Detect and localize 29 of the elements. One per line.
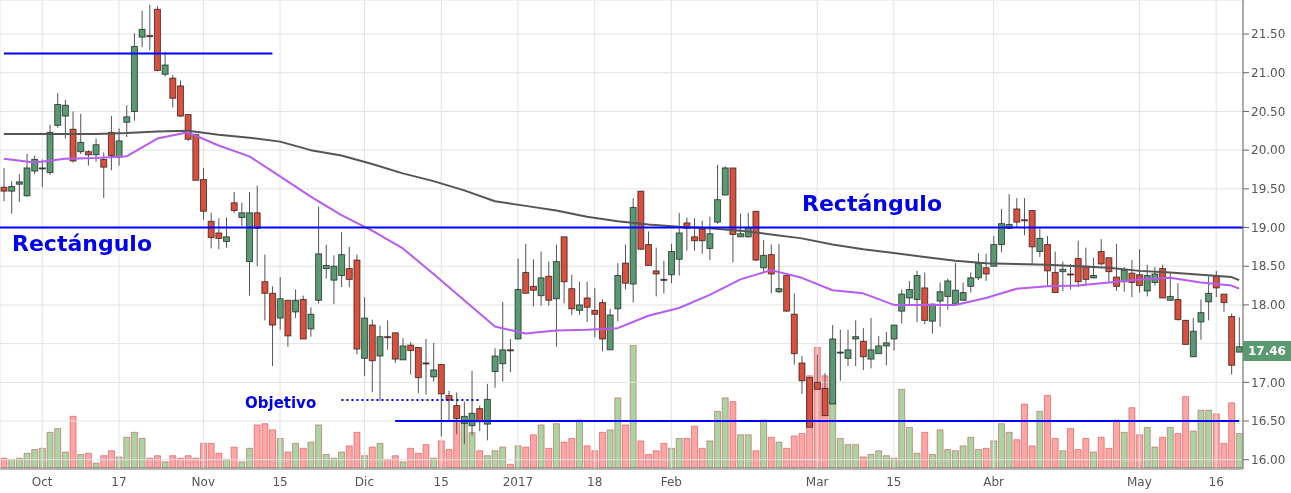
- x-tick-label: Feb: [660, 474, 682, 489]
- y-tick-label: 20.00: [1251, 143, 1286, 158]
- y-tick-label: 18.00: [1251, 298, 1286, 313]
- y-tick-label: 21.50: [1251, 27, 1286, 42]
- x-tick-label: 2017: [502, 474, 534, 489]
- y-tick-label: 21.00: [1251, 66, 1286, 81]
- x-tick-label: 15: [272, 474, 288, 489]
- x-tick-label: 15: [886, 474, 902, 489]
- y-tick-label: 16.00: [1251, 452, 1286, 467]
- annotation: Rectángulo: [802, 191, 942, 217]
- y-tick-label: 20.50: [1251, 104, 1286, 119]
- x-tick-label: Abr: [983, 474, 1005, 489]
- x-tick-label: 17: [111, 474, 127, 489]
- x-tick-label: Oct: [31, 474, 53, 489]
- y-tick-label: 19.00: [1251, 220, 1286, 235]
- x-tick-label: Dic: [354, 474, 375, 489]
- x-tick-label: Mar: [805, 474, 829, 489]
- y-tick-label: 19.50: [1251, 182, 1286, 197]
- x-tick-label: Nov: [191, 474, 216, 489]
- x-tick-label: May: [1127, 474, 1152, 489]
- y-tick-label: 18.50: [1251, 259, 1286, 274]
- y-tick-label: 16.50: [1251, 414, 1286, 429]
- x-tick-label: 18: [587, 474, 603, 489]
- annotation: Objetivo: [245, 394, 317, 412]
- x-tick-label: 16: [1208, 474, 1224, 489]
- x-tick-label: 15: [433, 474, 449, 489]
- text: 17.46: [1243, 341, 1291, 361]
- annotation: Rectángulo: [12, 231, 152, 257]
- y-tick-label: 17.00: [1251, 375, 1286, 390]
